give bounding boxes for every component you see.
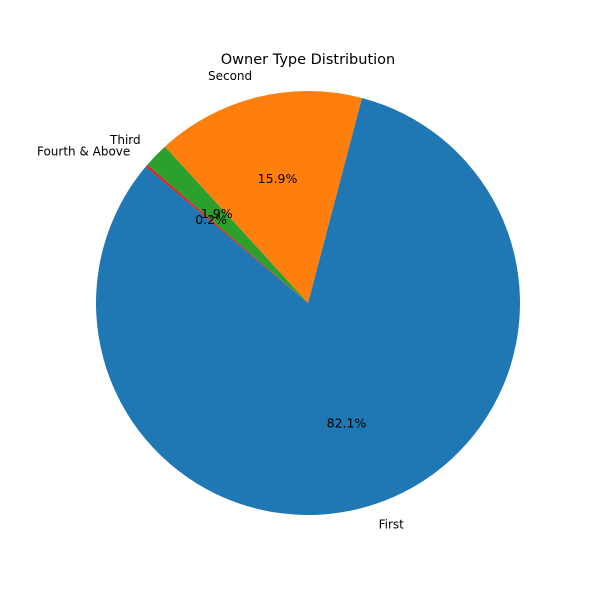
slice-label-second: Second	[208, 69, 252, 83]
slice-percent-second: 15.9%	[258, 171, 298, 186]
pie-slices	[95, 90, 520, 516]
chart-title: Owner Type Distribution	[221, 52, 395, 68]
pie-slice-third	[147, 146, 308, 303]
pie-slice-fourth-above	[145, 164, 308, 303]
pie-slice-first	[95, 97, 520, 516]
slice-label-first: First	[379, 518, 405, 532]
slice-percent-fourth-above: 0.2%	[195, 212, 227, 227]
pie-percent-labels: 82.1% 15.9% 1.9%0.2%	[195, 171, 366, 431]
slice-percent-first: 82.1%	[327, 416, 367, 431]
pie-slice-second	[164, 90, 362, 303]
slice-percent-third: 1.9%	[201, 206, 233, 221]
slice-label-fourth-above: Fourth & Above	[37, 144, 130, 158]
slice-label-third: Third	[109, 133, 141, 147]
